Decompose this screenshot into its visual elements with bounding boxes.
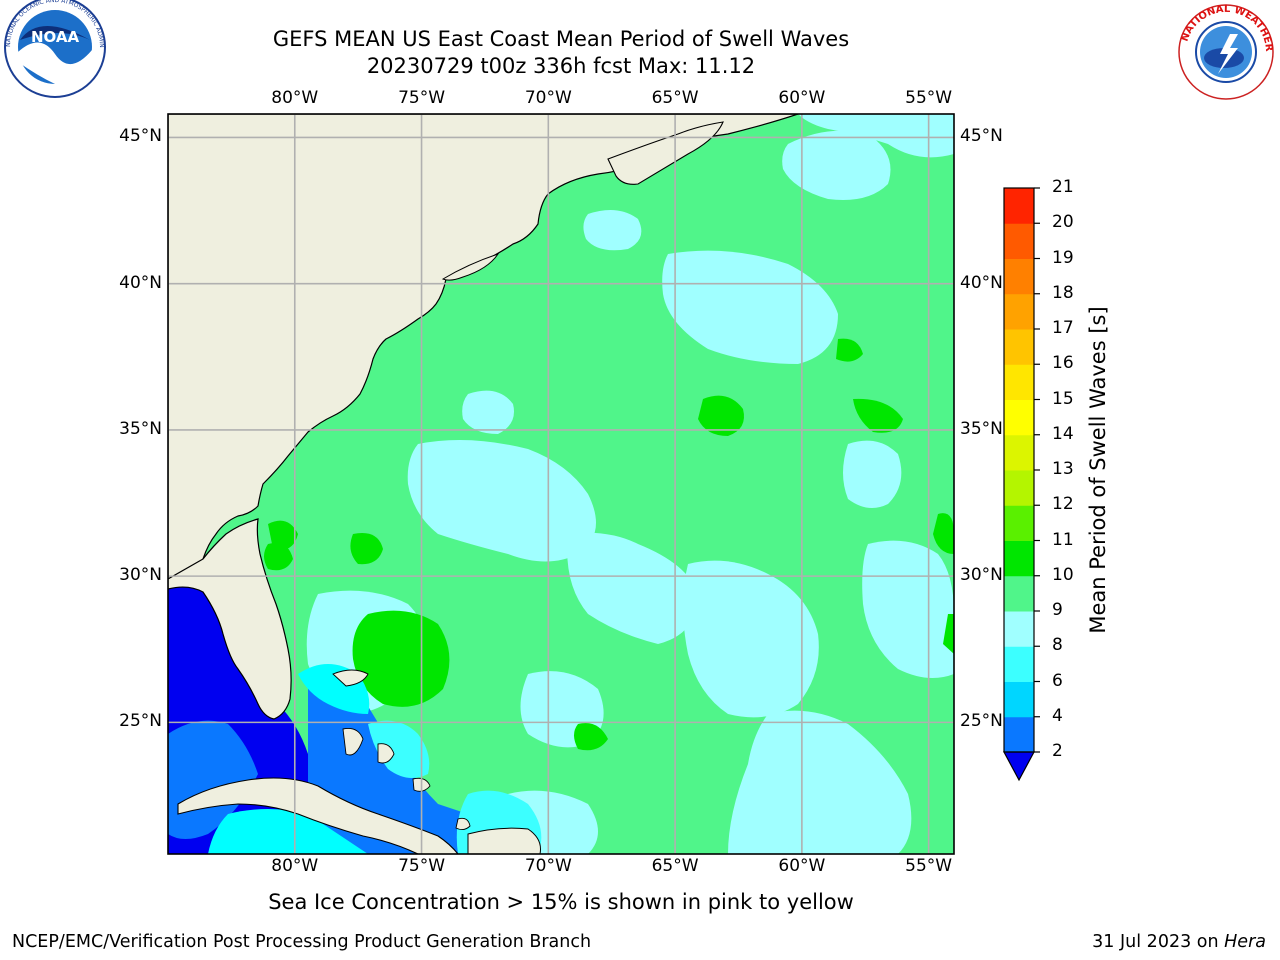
colorbar-band [1004,470,1034,506]
lon-tick-label-top: 65°W [651,88,699,108]
colorbar-tick-label: 13 [1052,459,1074,479]
lon-tick-label-bottom: 75°W [398,856,446,876]
lat-tick-label-left: 45°N [119,126,162,147]
colorbar-tick-label: 19 [1052,247,1074,268]
lat-tick-label-right: 40°N [960,272,1003,293]
colorbar-band [1004,188,1034,224]
colorbar-band [1004,293,1034,330]
map-frame [167,113,955,855]
lon-tick-label-bottom: 80°W [271,856,319,876]
lon-tick-label-bottom: 65°W [651,856,699,876]
colorbar-band [1004,223,1034,259]
colorbar-tick-label: 21 [1052,177,1074,197]
footer-date-text: 31 Jul 2023 on [1092,932,1225,952]
lon-tick-label-top: 80°W [271,88,319,108]
colorbar-tick-label: 6 [1052,670,1063,691]
colorbar-band [1004,434,1034,471]
lat-tick-label-left: 30°N [119,565,162,586]
colorbar-tick-label: 9 [1052,600,1063,620]
colorbar-band [1004,540,1034,577]
colorbar-tick-label: 10 [1052,564,1074,585]
colorbar-tick-label: 16 [1052,353,1074,374]
lat-tick-label-left: 35°N [119,418,162,439]
lat-tick-label-right: 35°N [960,418,1003,439]
lat-tick-label-left: 25°N [119,711,162,732]
lon-tick-label-bottom: 55°W [905,856,953,876]
colorbar-tick-label: 2 [1052,741,1063,761]
colorbar-band [1004,258,1034,295]
swell-period-map [167,113,955,855]
colorbar-tick-label: 8 [1052,635,1063,656]
colorbar [1002,187,1040,782]
lat-tick-label-left: 40°N [119,272,162,293]
colorbar-band [1004,329,1034,365]
lat-tick-label-right: 25°N [960,711,1003,732]
colorbar-tick-label: 11 [1052,529,1074,550]
land-florida [168,518,292,720]
sea-ice-note: Sea Ice Concentration > 15% is shown in … [268,890,854,914]
nws-logo: NATIONAL WEATHER SERVICE [1172,0,1274,100]
map-title: GEFS MEAN US East Coast Mean Period of S… [272,27,850,51]
land-cuba [177,777,459,854]
colorbar-tick-label: 14 [1052,423,1074,444]
colorbar-band [1004,399,1034,436]
land-long-island [441,253,500,281]
footer-date: 31 Jul 2023 on Hera [1092,932,1266,952]
colorbar-title: Mean Period of Swell Waves [s] [1086,306,1110,634]
colorbar-band [1004,575,1034,612]
colorbar-band [1004,646,1034,682]
lon-tick-label-bottom: 70°W [524,856,572,876]
lat-tick-label-right: 45°N [960,126,1003,147]
land-hispaniola [467,827,541,854]
lon-tick-label-top: 75°W [398,88,446,108]
colorbar-tick-label: 12 [1052,494,1074,515]
colorbar-tick-label: 17 [1052,318,1074,338]
colorbar-under-triangle [1002,751,1036,782]
lon-tick-label-top: 55°W [905,88,953,108]
noaa-logo: NOAA NATIONAL OCEANIC AND ATMOSPHERIC AD… [0,0,106,98]
map-subtitle: 20230729 t00z 336h fcst Max: 11.12 [366,54,756,78]
colorbar-band [1004,716,1034,753]
lat-tick-label-right: 30°N [960,565,1003,586]
colorbar-tick-label: 20 [1052,212,1074,233]
colorbar-band [1004,505,1034,541]
colorbar-tick-label: 18 [1052,282,1074,303]
colorbar-band [1004,364,1034,400]
lon-tick-label-bottom: 60°W [778,856,826,876]
footer-credit: NCEP/EMC/Verification Post Processing Pr… [12,932,592,952]
noaa-logo-text: NOAA [31,28,80,46]
colorbar-tick-label: 15 [1052,388,1074,409]
lon-tick-label-top: 70°W [524,88,572,108]
graticule [168,114,954,854]
footer-host: Hera [1224,932,1266,952]
land-north-america [168,114,799,585]
colorbar-band [1004,611,1034,647]
colorbar-tick-label: 4 [1052,705,1063,726]
lon-tick-label-top: 60°W [778,88,826,108]
field-10-11s [264,338,954,751]
colorbar-band [1004,681,1034,718]
